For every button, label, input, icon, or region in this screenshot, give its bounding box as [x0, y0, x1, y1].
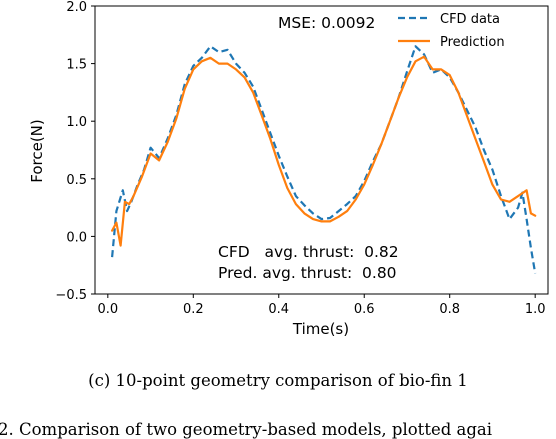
force-time-chart: 0.0 0.2 0.4 0.6 0.8 1.0 −0.5 0.0 0.5 1.0 1.5 2.0 T…	[28, 0, 549, 338]
legend: CFD data Prediction	[398, 12, 505, 50]
figure-caption: (c) 10-point geometry comparison of bio-…	[88, 371, 468, 390]
y-tick-label: 1.0	[66, 115, 87, 130]
y-tick-label: 0.0	[66, 230, 87, 245]
legend-cfd-label: CFD data	[440, 12, 500, 27]
y-tick-label: 0.5	[66, 173, 87, 188]
legend-prediction-label: Prediction	[440, 35, 505, 50]
x-tick-label: 1.0	[525, 302, 546, 317]
body-text-cut: 2. Comparison of two geometry-based mode…	[0, 420, 493, 439]
x-tick-label: 0.0	[97, 302, 118, 317]
x-axis-label: Time(s)	[292, 320, 349, 338]
y-tick-label: 2.0	[66, 0, 87, 15]
mse-annotation: MSE: 0.0092	[278, 14, 375, 32]
prediction-line	[110, 55, 537, 247]
y-axis-label: Force(N)	[28, 119, 46, 183]
x-axis-ticks: 0.0 0.2 0.4 0.6 0.8 1.0	[97, 294, 546, 317]
plot-area: 0.0 0.2 0.4 0.6 0.8 1.0 −0.5 0.0 0.5 1.0 1.5 2.0	[55, 0, 549, 317]
series-lines	[110, 45, 537, 274]
x-tick-label: 0.4	[268, 302, 289, 317]
cfd-thrust-annotation: CFD avg. thrust: 0.82	[218, 243, 399, 261]
y-axis-ticks: −0.5 0.0 0.5 1.0 1.5 2.0	[55, 0, 95, 303]
y-tick-label: −0.5	[55, 288, 87, 303]
x-tick-label: 0.8	[439, 302, 460, 317]
pred-thrust-annotation: Pred. avg. thrust: 0.80	[218, 264, 397, 282]
cfd-data-line	[111, 45, 537, 274]
x-tick-label: 0.6	[354, 302, 375, 317]
plot-frame	[94, 5, 549, 295]
x-tick-label: 0.2	[183, 302, 204, 317]
y-tick-label: 1.5	[66, 58, 87, 73]
